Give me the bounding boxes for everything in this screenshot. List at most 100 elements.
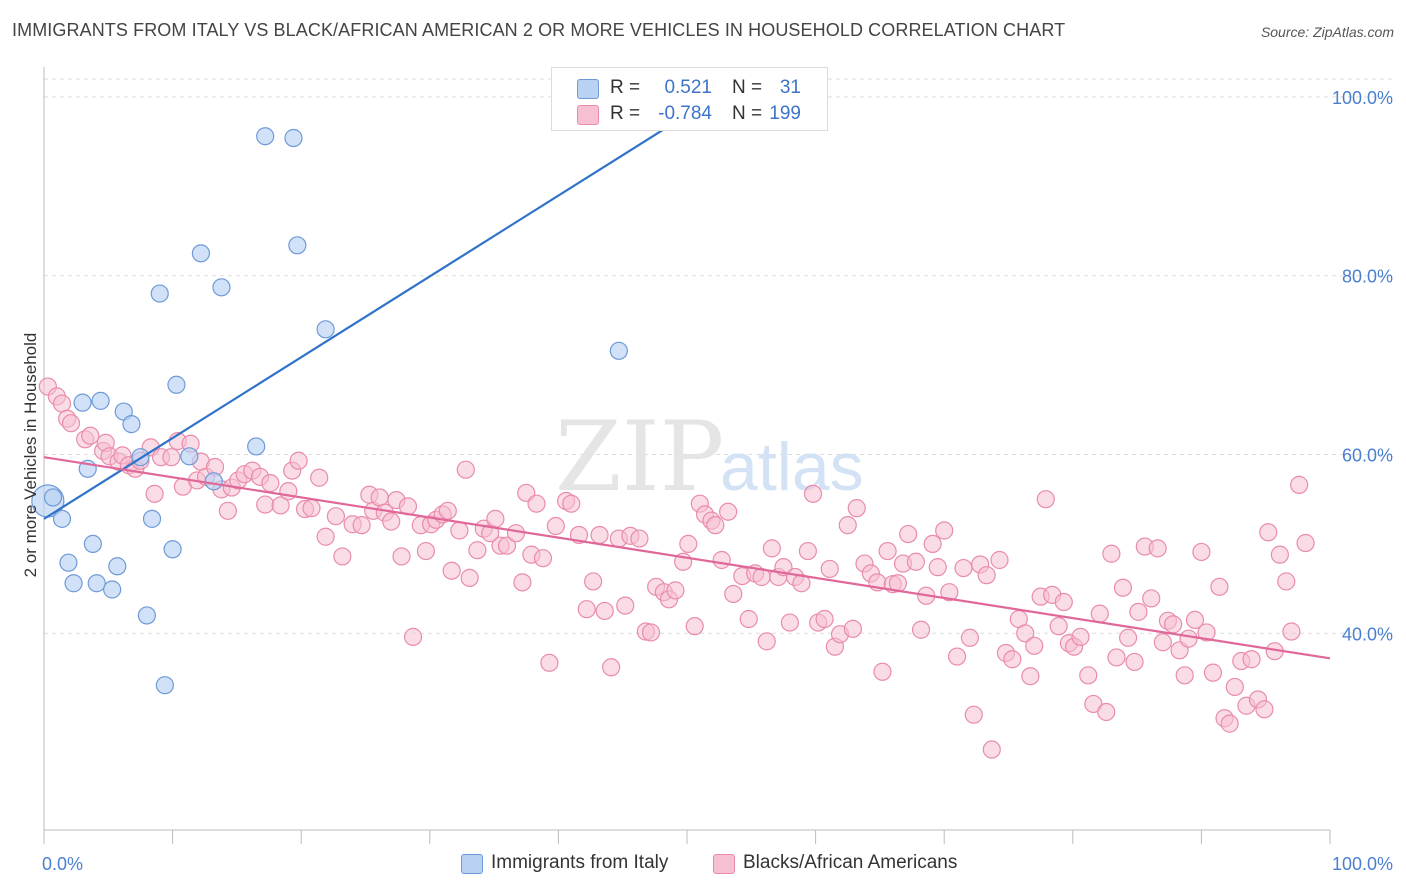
- data-point-blacks: [577, 600, 596, 619]
- data-point-italy: [150, 284, 169, 303]
- data-point-italy: [43, 488, 63, 507]
- data-point-blacks: [546, 516, 565, 536]
- data-point-blacks: [486, 509, 505, 528]
- data-point-blacks: [1054, 592, 1073, 612]
- axes: [43, 67, 1331, 844]
- data-point-blacks: [1113, 578, 1133, 597]
- y-axis-label: 2 or more Vehicles in Household: [21, 333, 40, 578]
- data-point-italy: [103, 580, 122, 599]
- data-point-blacks: [450, 521, 469, 540]
- data-point-blacks: [1220, 714, 1239, 733]
- data-point-italy: [191, 244, 210, 263]
- chart-source: Source: ZipAtlas.com: [1260, 24, 1394, 40]
- data-point-blacks: [416, 541, 436, 561]
- data-point-blacks: [392, 547, 411, 566]
- data-point-blacks: [847, 499, 866, 518]
- data-point-blacks: [1270, 545, 1289, 564]
- data-point-blacks: [1282, 622, 1301, 641]
- data-point-blacks: [1079, 666, 1098, 685]
- data-point-blacks: [928, 558, 947, 577]
- data-point-blacks: [990, 550, 1009, 570]
- data-point-blacks: [533, 549, 553, 568]
- data-point-italy: [64, 574, 83, 593]
- series-italy-points: [31, 127, 628, 695]
- data-point-blacks: [442, 561, 461, 580]
- data-point-blacks: [1255, 700, 1274, 719]
- legend-row-blacks: R = -0.784 N = 199: [552, 101, 827, 127]
- data-point-blacks: [382, 512, 401, 531]
- data-point-blacks: [162, 448, 181, 467]
- data-point-blacks: [712, 550, 731, 570]
- data-point-blacks: [960, 628, 980, 647]
- data-point-blacks: [256, 495, 275, 514]
- x-tick-label-max: 100.0%: [1332, 854, 1393, 874]
- data-point-blacks: [1197, 623, 1216, 642]
- y-tick-label: 60.0%: [1342, 446, 1393, 466]
- data-point-italy: [180, 447, 199, 466]
- data-point-italy: [167, 375, 186, 394]
- data-point-blacks: [81, 426, 100, 445]
- data-point-blacks: [1185, 610, 1205, 629]
- data-point-italy: [87, 574, 106, 593]
- legend-n-value: 31: [779, 77, 801, 98]
- data-point-blacks: [52, 394, 72, 413]
- data-point-blacks: [1210, 577, 1229, 596]
- data-point-blacks: [935, 521, 954, 540]
- data-point-italy: [52, 509, 72, 528]
- data-point-blacks: [370, 488, 389, 507]
- data-point-blacks: [706, 516, 725, 535]
- data-point-blacks: [1107, 648, 1126, 667]
- bottom-legend-label-italy: Immigrants from Italy: [491, 852, 669, 873]
- data-point-blacks: [911, 620, 931, 639]
- data-point-blacks: [1049, 617, 1068, 636]
- data-point-blacks: [820, 559, 839, 579]
- data-point-italy: [83, 534, 102, 554]
- data-point-blacks: [798, 541, 817, 561]
- data-point-blacks: [1225, 677, 1244, 697]
- data-point-blacks: [762, 539, 781, 558]
- data-point-blacks: [584, 572, 603, 591]
- y-tick-label: 80.0%: [1342, 267, 1393, 287]
- data-point-blacks: [906, 552, 926, 571]
- data-point-blacks: [289, 451, 308, 470]
- data-point-blacks: [878, 541, 897, 561]
- data-point-blacks: [1097, 702, 1116, 722]
- data-point-italy: [137, 606, 156, 625]
- data-point-italy: [155, 676, 174, 695]
- data-point-italy: [284, 128, 303, 148]
- legend-r-value: 0.521: [664, 77, 712, 98]
- data-point-blacks: [803, 484, 823, 503]
- bottom-legend-swatch-italy: [461, 854, 483, 874]
- data-point-italy: [204, 472, 223, 491]
- bottom-legend-swatch-blacks: [713, 854, 735, 874]
- data-point-blacks: [1259, 523, 1278, 542]
- trend-lines: [43, 113, 1331, 660]
- data-point-blacks: [218, 501, 237, 520]
- data-point-blacks: [940, 583, 959, 602]
- data-point-blacks: [261, 474, 280, 493]
- data-point-blacks: [1164, 615, 1183, 634]
- data-point-blacks: [815, 609, 834, 629]
- data-point-blacks: [271, 496, 290, 515]
- data-point-blacks: [982, 740, 1001, 759]
- legend-n-label: N =: [732, 103, 763, 124]
- data-point-blacks: [1036, 490, 1055, 509]
- gridlines: [44, 78, 1393, 634]
- data-point-blacks: [873, 662, 892, 681]
- data-point-blacks: [1296, 533, 1315, 553]
- data-point-blacks: [1290, 475, 1309, 494]
- legend: R = 0.521 N = 31 R = -0.784 N = 199: [551, 67, 828, 131]
- data-point-blacks: [724, 584, 743, 604]
- data-point-blacks: [562, 494, 581, 513]
- data-point-blacks: [1118, 628, 1138, 647]
- x-tick-label-min: 0.0%: [42, 854, 83, 874]
- data-point-blacks: [977, 566, 996, 585]
- data-point-blacks: [739, 609, 758, 629]
- trend-line-italy: [43, 113, 688, 520]
- data-point-italy: [73, 393, 92, 412]
- data-point-blacks: [923, 534, 942, 554]
- legend-r-value: -0.784: [658, 103, 712, 124]
- legend-r-label: R =: [610, 103, 641, 124]
- data-point-blacks: [1148, 539, 1167, 558]
